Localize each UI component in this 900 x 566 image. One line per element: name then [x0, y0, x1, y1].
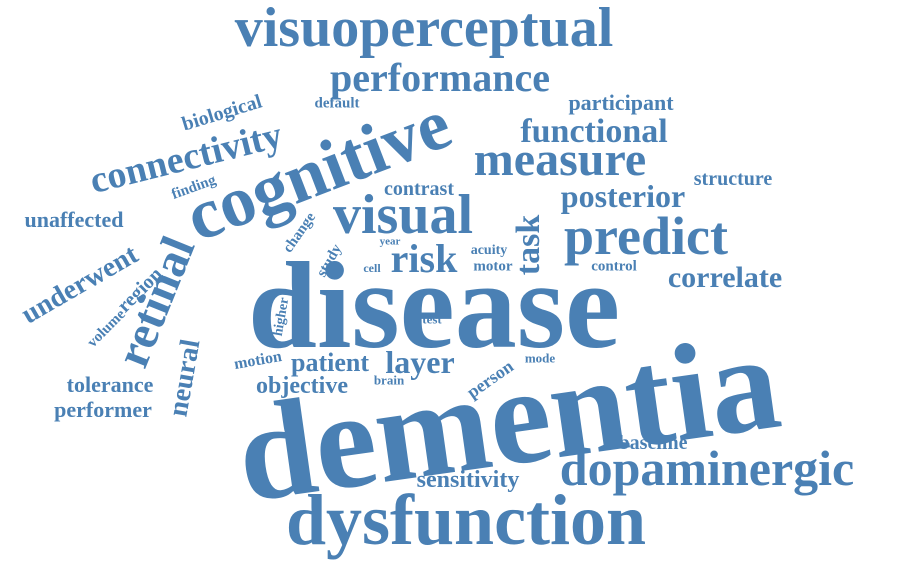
word-performer: performer	[54, 397, 152, 422]
word-motor: motor	[473, 258, 513, 275]
word-cell: cell	[363, 261, 381, 275]
word-visuoperceptual: visuoperceptual	[234, 0, 614, 59]
word-correlate: correlate	[667, 261, 783, 294]
word-patient: patient	[291, 348, 369, 377]
word-brain: brain	[373, 372, 405, 388]
word-layer: layer	[385, 344, 455, 380]
word-visual: visual	[332, 184, 474, 246]
word-baseline: baseline	[618, 432, 688, 454]
word-predict: predict	[564, 206, 728, 266]
word-contrast: contrast	[384, 178, 454, 200]
word-measure: measure	[473, 133, 647, 186]
word-disease: disease	[248, 237, 620, 374]
word-acuity: acuity	[470, 243, 508, 258]
word-objective: objective	[256, 373, 348, 399]
word-year: year	[379, 235, 401, 248]
word-sensitivity: sensitivity	[416, 467, 520, 493]
word-performance: performance	[330, 55, 550, 100]
word-structure: structure	[693, 168, 773, 190]
word-functional: functional	[520, 113, 668, 150]
word-posterior: posterior	[560, 178, 686, 214]
word-dopaminergic: dopaminergic	[559, 440, 855, 496]
word-risk: risk	[390, 236, 458, 281]
word-mode: mode	[524, 350, 556, 366]
word-neural: neural	[162, 336, 207, 419]
word-unaffected: unaffected	[24, 207, 124, 232]
word-default: default	[314, 95, 360, 112]
word-control: control	[591, 258, 637, 275]
word-dysfunction: dysfunction	[285, 480, 647, 560]
word-test: test	[422, 311, 442, 327]
word-participant: participant	[568, 90, 674, 115]
word-tolerance: tolerance	[66, 372, 154, 397]
